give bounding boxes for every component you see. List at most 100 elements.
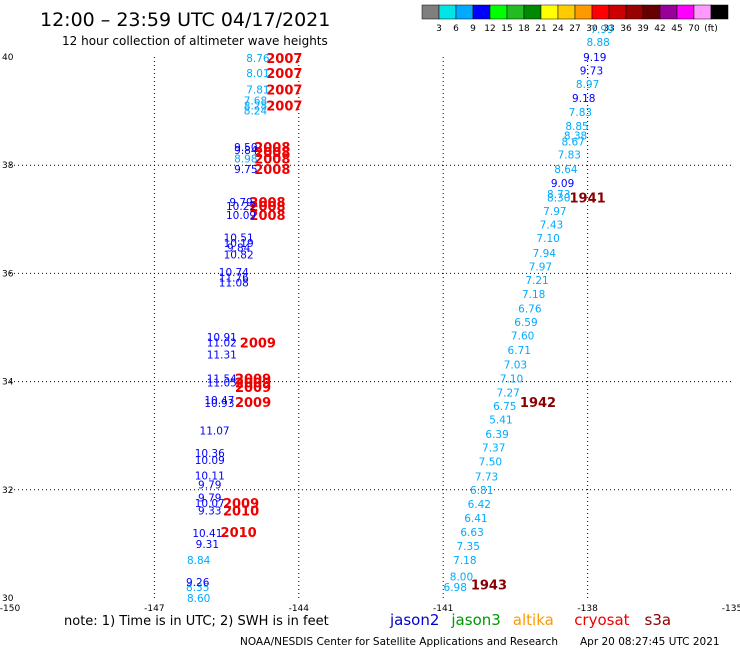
colorbar-swatch bbox=[489, 4, 508, 20]
colorbar-swatch bbox=[421, 4, 440, 20]
wave-height-label: 7.10 bbox=[536, 233, 559, 245]
time-label: 2009 bbox=[235, 372, 271, 387]
wave-height-label: 9.84 bbox=[227, 242, 251, 254]
time-label: 2009 bbox=[223, 497, 259, 512]
wave-height-label: 7.43 bbox=[540, 220, 563, 232]
wave-height-label: 6.76 bbox=[518, 304, 542, 316]
x-tick-label: -147 bbox=[144, 604, 164, 614]
wave-height-label: 7.94 bbox=[533, 248, 557, 260]
y-tick-label: 32 bbox=[2, 486, 13, 496]
time-label: 2010 bbox=[221, 526, 257, 541]
colorbar-label: 9 bbox=[470, 24, 476, 34]
wave-height-label: 10.22 bbox=[226, 201, 256, 213]
colorbar-label: 30 bbox=[586, 24, 598, 34]
time-label: 2008 bbox=[254, 146, 290, 161]
wave-height-label: 7.81 bbox=[246, 84, 269, 96]
time-label: 2009 bbox=[235, 381, 271, 396]
colorbar-label: 42 bbox=[654, 24, 665, 34]
colorbar-swatch bbox=[676, 4, 695, 20]
wave-height-label: 10.07 bbox=[195, 498, 225, 510]
chart-title: 12:00 – 23:59 UTC 04/17/2021 bbox=[40, 9, 330, 31]
wave-height-label: 9.84 bbox=[234, 145, 258, 157]
wave-height-label: 7.83 bbox=[558, 149, 581, 161]
wave-height-label: 8.88 bbox=[586, 37, 609, 49]
time-label: 2008 bbox=[254, 141, 290, 156]
wave-height-label: 9.19 bbox=[583, 52, 606, 64]
time-label: 1941 bbox=[570, 192, 606, 207]
wave-height-label: 8.64 bbox=[554, 164, 578, 176]
colorbar-swatch bbox=[506, 4, 525, 20]
wave-height-label: 7.83 bbox=[569, 107, 592, 119]
wave-height-label: 8.73 bbox=[547, 189, 570, 201]
time-label: 2008 bbox=[249, 200, 285, 215]
wave-height-label: 7.18 bbox=[522, 289, 545, 301]
time-label: 2007 bbox=[266, 52, 302, 67]
grid-lines bbox=[10, 57, 732, 598]
y-tick-label: 34 bbox=[2, 378, 14, 388]
wave-height-label: 8.97 bbox=[576, 79, 599, 91]
wave-height-label: 9.31 bbox=[196, 539, 219, 551]
wave-height-label: 10.09 bbox=[195, 455, 225, 467]
wave-height-label: 8.01 bbox=[246, 68, 269, 80]
wave-height-label: 7.73 bbox=[475, 471, 498, 483]
wave-height-label: 9.26 bbox=[186, 577, 210, 589]
colorbar-label: 33 bbox=[603, 24, 614, 34]
colorbar-swatch bbox=[574, 4, 593, 20]
x-tick-label: -141 bbox=[433, 604, 453, 614]
wave-height-label: 6.71 bbox=[508, 345, 531, 357]
y-tick-label: 38 bbox=[2, 161, 14, 171]
y-axis-ticks: 30 32 34 36 38 40 bbox=[2, 53, 14, 604]
time-label: 2008 bbox=[254, 163, 290, 178]
wave-height-label: 9.50 bbox=[234, 142, 257, 154]
wave-height-label: 7.60 bbox=[511, 331, 534, 343]
colorbar-swatch bbox=[693, 4, 712, 20]
wave-height-label: 8.98 bbox=[234, 154, 257, 166]
colorbar-label: 27 bbox=[569, 24, 580, 34]
y-tick-label: 40 bbox=[2, 53, 14, 63]
wave-height-label: 6.59 bbox=[514, 317, 537, 329]
legend-altika: altika bbox=[513, 611, 554, 629]
x-tick-label: -150 bbox=[0, 604, 20, 614]
colorbar-swatch bbox=[540, 4, 559, 20]
time-label: 2007 bbox=[266, 83, 302, 98]
time-label: 2009 bbox=[235, 396, 271, 411]
wave-height-label: 8.67 bbox=[561, 136, 584, 148]
time-label: 2008 bbox=[254, 153, 290, 168]
wave-height-label: 7.97 bbox=[529, 261, 552, 273]
wave-height-label: 6.42 bbox=[468, 499, 491, 511]
legend-cryosat: cryosat bbox=[574, 611, 629, 629]
wave-height-label: 10.11 bbox=[195, 471, 225, 483]
time-label: 1943 bbox=[471, 578, 507, 593]
wave-height-label: 7.21 bbox=[525, 275, 548, 287]
wave-height-label: 7.50 bbox=[479, 457, 502, 469]
colorbar-swatch bbox=[472, 4, 491, 20]
credit-line: NOAA/NESDIS Center for Satellite Applica… bbox=[240, 636, 558, 648]
wave-height-label: 7.27 bbox=[496, 387, 519, 399]
wave-height-label: 11.08 bbox=[219, 278, 249, 290]
wave-height-label: 10.19 bbox=[224, 238, 254, 250]
wave-height-label: 11.76 bbox=[219, 273, 249, 285]
wave-height-label: 7.10 bbox=[500, 373, 523, 385]
time-labels: 2007200720072007200820082008200820082008… bbox=[221, 52, 606, 593]
x-tick-label: -135 bbox=[722, 604, 740, 614]
wave-height-label: 7.97 bbox=[543, 206, 566, 218]
wave-height-label: 9.09 bbox=[551, 178, 574, 190]
wave-height-label: 8.84 bbox=[187, 555, 211, 567]
wave-height-label: 5.41 bbox=[489, 414, 512, 426]
wave-height-label: 7.68 bbox=[244, 95, 267, 107]
colorbar-swatch bbox=[591, 4, 610, 20]
legend-s3a: s3a bbox=[645, 611, 672, 629]
wave-height-label: 7.03 bbox=[504, 359, 527, 371]
wave-height-label: 11.54 bbox=[207, 373, 237, 385]
time-label: 2007 bbox=[266, 67, 302, 82]
colorbar-swatch bbox=[455, 4, 474, 20]
wave-height-labels: 8.608.359.268.849.3110.419.3310.079.799.… bbox=[186, 24, 614, 605]
wave-height-label: 11.07 bbox=[200, 425, 230, 437]
time-label: 2009 bbox=[240, 337, 276, 352]
colorbar-swatch bbox=[642, 4, 661, 20]
time-label: 2007 bbox=[266, 100, 302, 115]
wave-height-label: 7.18 bbox=[453, 555, 476, 567]
x-tick-label: -138 bbox=[577, 604, 598, 614]
colorbar-label: 70 bbox=[688, 24, 700, 34]
